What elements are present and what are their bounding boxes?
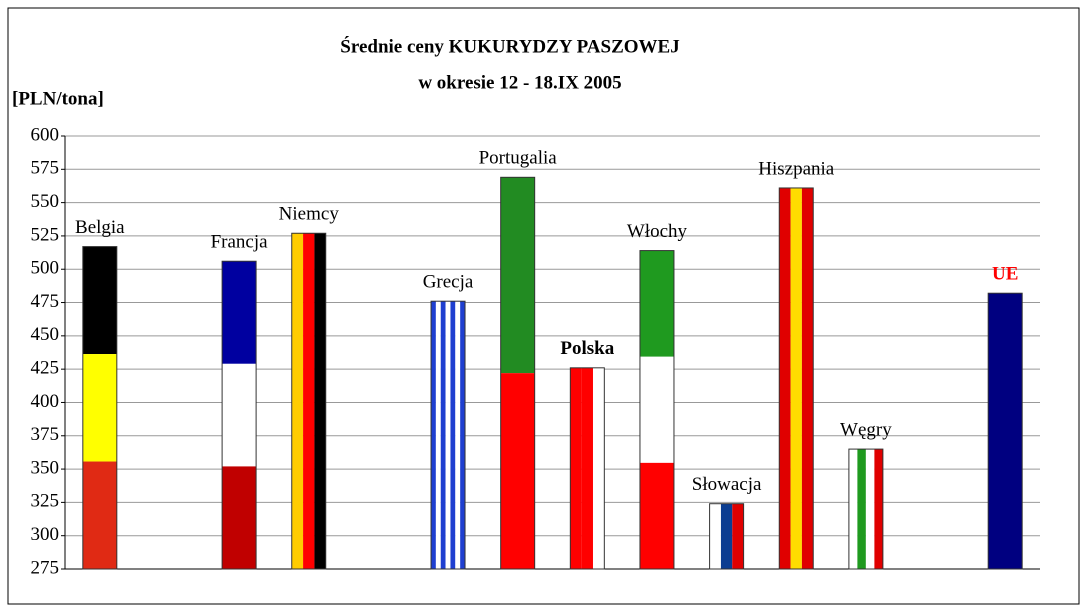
- bar-stripe: [720, 503, 733, 569]
- chart-title: Średnie ceny KUKURYDZY PASZOWEJ: [340, 35, 679, 57]
- bar-outline: [291, 232, 327, 570]
- bar: [778, 187, 814, 570]
- y-tick-label: 400: [31, 391, 60, 412]
- bar: [709, 503, 745, 570]
- bar-outline: [569, 367, 605, 570]
- bar-label: Belgia: [75, 217, 125, 238]
- bar-stripe: [857, 449, 866, 569]
- bar: [569, 367, 605, 570]
- bar-stripe: [732, 503, 744, 569]
- bar-outline: [987, 292, 1023, 570]
- y-tick-label: 600: [31, 124, 60, 145]
- bar: [291, 232, 327, 570]
- bar-stripe: [291, 233, 304, 569]
- bar-stripe: [222, 261, 257, 364]
- bar-stripe: [222, 466, 257, 569]
- bar: [221, 260, 257, 570]
- bar-label: UE: [992, 264, 1018, 285]
- bar-stripe: [450, 301, 456, 569]
- bar-stripe: [848, 449, 858, 569]
- bar-stripe: [431, 301, 436, 569]
- bar-stripe: [639, 250, 674, 357]
- y-tick-label: 550: [31, 191, 60, 212]
- bar-stripe: [82, 354, 117, 462]
- bar-label: Słowacja: [692, 474, 762, 495]
- bar-stripe: [639, 356, 674, 463]
- y-tick-label: 475: [31, 291, 60, 312]
- bar-outline: [430, 300, 466, 570]
- bar-outline: [639, 250, 675, 570]
- bar-label: Polska: [560, 338, 614, 359]
- bar-label: Portugalia: [479, 148, 558, 169]
- bar-stripe: [790, 187, 802, 569]
- bar-stripe: [440, 301, 446, 569]
- y-tick-label: 425: [31, 358, 60, 379]
- bar-stripe: [581, 367, 593, 569]
- y-tick-label: 575: [31, 158, 60, 179]
- chart-subtitle: w okresie 12 - 18.IX 2005: [418, 72, 621, 93]
- bar-outline: [82, 246, 118, 570]
- bar-stripe: [988, 293, 1023, 569]
- bar-stripe: [500, 177, 535, 374]
- bar-label: Grecja: [423, 272, 474, 293]
- bar-stripe: [314, 233, 326, 569]
- bar-stripe: [801, 187, 814, 569]
- bar-stripe: [709, 503, 721, 569]
- bar-stripe: [639, 462, 674, 569]
- chart-frame: [7, 7, 1080, 605]
- bar: [430, 300, 466, 570]
- bar-label: Hiszpania: [758, 158, 835, 179]
- y-tick-label: 500: [31, 258, 60, 279]
- bar-label: Niemcy: [279, 204, 340, 225]
- bar-outline: [848, 448, 884, 570]
- bar-label: Francja: [211, 232, 269, 253]
- bar: [500, 176, 536, 570]
- bar-stripe: [303, 233, 315, 569]
- bar-stripe: [82, 461, 117, 569]
- y-tick-label: 450: [31, 324, 60, 345]
- y-axis-label: [PLN/tona]: [12, 88, 104, 109]
- bar-label: Węgry: [840, 419, 892, 440]
- y-tick-label: 275: [31, 557, 60, 578]
- bar-outline: [778, 187, 814, 570]
- bar-stripe: [222, 363, 257, 467]
- bar: [848, 448, 884, 570]
- y-tick-label: 350: [31, 457, 60, 478]
- y-tick-label: 325: [31, 491, 60, 512]
- bar-outline: [500, 176, 536, 570]
- y-tick-label: 525: [31, 224, 60, 245]
- bar-stripe: [874, 449, 883, 569]
- bar-stripe: [455, 301, 461, 569]
- bar-stripe: [82, 246, 117, 355]
- y-tick-label: 300: [31, 524, 60, 545]
- bar-stripe: [500, 373, 535, 569]
- bar: [82, 246, 118, 570]
- bar: [639, 250, 675, 570]
- bar-stripe: [445, 301, 451, 569]
- bar-stripe: [779, 187, 791, 569]
- bar-outline: [221, 260, 257, 570]
- bar-stripe: [592, 367, 605, 569]
- bar-stripe: [435, 301, 441, 569]
- y-tick-label: 375: [31, 424, 60, 445]
- bar-outline: [709, 503, 745, 570]
- bar-stripe: [570, 367, 582, 569]
- bar-stripe: [865, 449, 875, 569]
- bar-stripe: [460, 301, 466, 569]
- bar: [987, 292, 1023, 570]
- bar-label: Włochy: [627, 221, 688, 242]
